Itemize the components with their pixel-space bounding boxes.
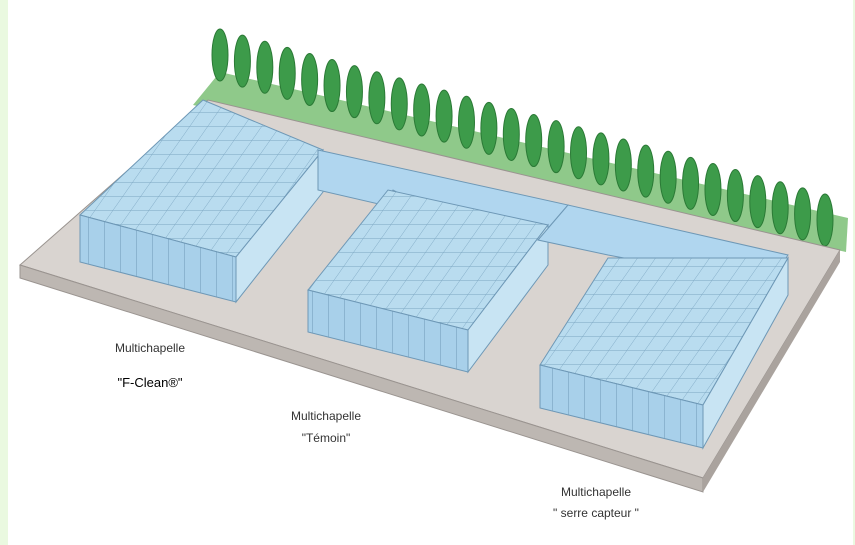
- tree: [301, 52, 319, 106]
- tree: [435, 89, 453, 143]
- greenhouse-side: [235, 148, 324, 304]
- tree: [637, 144, 655, 198]
- tree: [525, 114, 543, 168]
- tree: [547, 120, 565, 174]
- tree: [614, 138, 632, 192]
- tree: [233, 34, 251, 88]
- tree: [794, 187, 812, 241]
- tree: [570, 126, 588, 180]
- tree: [771, 181, 789, 235]
- tree: [413, 83, 431, 137]
- tree: [345, 65, 363, 119]
- tree: [390, 77, 408, 131]
- tree: [278, 46, 296, 100]
- greenhouse-side: [702, 256, 789, 450]
- label-title: Multichapelle: [291, 409, 361, 423]
- slab-side: [703, 250, 840, 492]
- tree: [704, 162, 722, 216]
- label-box: [86, 365, 234, 401]
- tree: [256, 40, 274, 94]
- tree: [480, 101, 498, 155]
- tree: [502, 107, 520, 161]
- greenhouse-side: [467, 223, 549, 374]
- tree-row: [211, 28, 834, 247]
- label-title: Multichapelle: [561, 485, 631, 499]
- tree: [726, 169, 744, 223]
- tree: [682, 156, 700, 210]
- label-subtitle: "Témoin": [302, 431, 351, 445]
- tree: [659, 150, 677, 204]
- label-title: Multichapelle: [115, 341, 185, 355]
- tree: [211, 28, 229, 82]
- label-subtitle: " serre capteur ": [553, 506, 639, 520]
- tree: [368, 71, 386, 125]
- label-subtitle: "F-Clean®": [117, 375, 182, 390]
- tree: [457, 95, 475, 149]
- tree: [592, 132, 610, 186]
- tree: [749, 175, 767, 229]
- tree: [816, 193, 834, 247]
- tree: [323, 59, 341, 113]
- illustration: Multichapelle "F-Clean®" Multichapelle "…: [8, 0, 853, 545]
